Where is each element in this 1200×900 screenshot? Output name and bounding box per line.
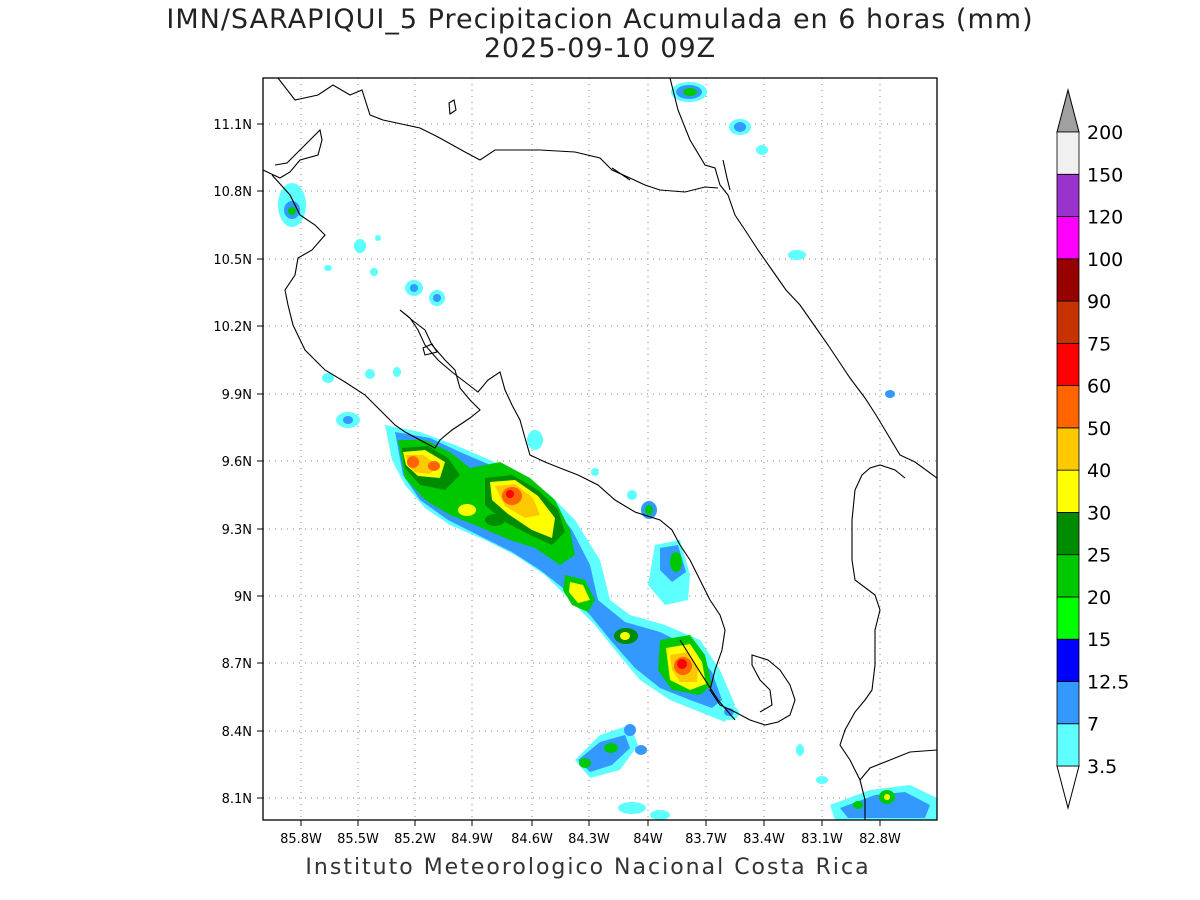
colorbar-swatch	[1056, 469, 1080, 513]
colorbar-swatch	[1056, 554, 1080, 598]
colorbar-over-arrow	[1056, 88, 1080, 133]
colorbar-swatch	[1056, 173, 1080, 217]
panama-coast	[859, 749, 937, 781]
gridlines	[263, 78, 937, 820]
chart-subtitle-date: 2025-09-10 09Z	[483, 33, 717, 64]
y-tick-label: 11.1N	[213, 118, 252, 133]
colorbar-swatch	[1056, 596, 1080, 640]
y-tick-label: 9N	[234, 590, 252, 605]
colorbar-level-label: 15	[1087, 629, 1111, 651]
x-tick-label: 82.8W	[859, 832, 901, 847]
y-tick-label: 10.8N	[213, 185, 252, 200]
colorbar-swatch	[1056, 723, 1080, 767]
caribbean-coast	[669, 78, 937, 479]
y-tick-label: 8.7N	[222, 657, 252, 672]
y-tick-label: 9.3N	[222, 523, 252, 538]
x-tick-label: 84.9W	[451, 832, 493, 847]
pacific-coast-north	[263, 128, 323, 179]
colorbar-swatch	[1056, 216, 1080, 260]
colorbar-swatch	[1056, 427, 1080, 471]
colorbar-swatch	[1056, 385, 1080, 429]
y-tick-label: 9.6N	[222, 455, 252, 470]
colorbar-swatch	[1056, 638, 1080, 682]
colorbar-level-label: 3.5	[1087, 756, 1117, 778]
x-tick-label: 85.2W	[394, 832, 436, 847]
coastlines-borders	[263, 78, 937, 820]
x-tick-label: 85.5W	[337, 832, 379, 847]
y-tick-label: 10.2N	[213, 320, 252, 335]
colorbar-swatch	[1056, 258, 1080, 302]
colorbar-under-arrow	[1056, 765, 1080, 810]
colorbar-level-label: 12.5	[1087, 671, 1129, 693]
y-tick-label: 8.1N	[222, 792, 252, 807]
x-tick-label: 84W	[633, 832, 663, 847]
colorbar-level-label: 150	[1087, 164, 1123, 186]
x-tick-label: 83.7W	[685, 832, 727, 847]
colorbar-level-label: 40	[1087, 460, 1111, 482]
colorbar-level-label: 30	[1087, 502, 1111, 524]
bocas-del-toro	[854, 464, 906, 491]
chart-title: IMN/SARAPIQUI_5 Precipitacion Acumulada …	[166, 4, 1034, 35]
plot-frame	[262, 77, 938, 821]
colorbar-swatch	[1056, 681, 1080, 725]
gulf-nicoya	[399, 309, 796, 726]
panama-border	[839, 489, 881, 820]
guanacaste-coast	[271, 174, 481, 449]
colorbar-level-label: 120	[1087, 207, 1123, 229]
colorbar-level-label: 100	[1087, 249, 1123, 271]
colorbar-level-label: 20	[1087, 587, 1111, 609]
credit-footer: Instituto Meteorologico Nacional Costa R…	[305, 855, 871, 880]
colorbar-level-label: 90	[1087, 291, 1111, 313]
colorbar-legend: 3.5 7 12.5 15 20 25 30 40 50 60 75 90 100 120 150 200	[1056, 88, 1129, 810]
x-tick-label: 84.6W	[511, 832, 553, 847]
colorbar-level-label: 75	[1087, 333, 1111, 355]
x-tick-label: 84.3W	[568, 832, 610, 847]
y-tick-label: 10.5N	[213, 253, 252, 268]
precipitation-field	[278, 82, 937, 820]
y-tick-label: 9.9N	[222, 388, 252, 403]
y-tick-label: 8.4N	[222, 725, 252, 740]
colorbar-level-label: 200	[1087, 122, 1123, 144]
colorbar-level-label: 25	[1087, 545, 1111, 567]
x-tick-label: 83.1W	[801, 832, 843, 847]
colorbar-swatch	[1056, 512, 1080, 556]
colorbar-swatch	[1056, 300, 1080, 344]
colorbar-swatch	[1056, 131, 1080, 175]
colorbar-level-label: 60	[1087, 376, 1111, 398]
colorbar-level-label: 7	[1087, 714, 1099, 736]
x-tick-label: 85.8W	[280, 832, 322, 847]
colorbar-swatch	[1056, 342, 1080, 387]
colorbar-level-label: 50	[1087, 418, 1111, 440]
nicaragua-border	[277, 78, 719, 193]
x-tick-label: 83.4W	[743, 832, 785, 847]
